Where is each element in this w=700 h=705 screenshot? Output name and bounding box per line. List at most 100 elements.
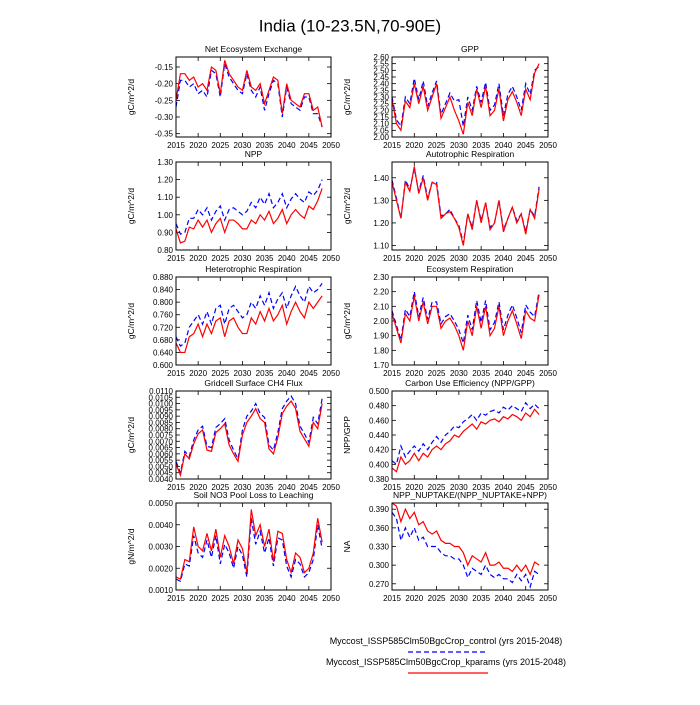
x-tick-label: 2040 <box>278 141 296 150</box>
x-tick-label: 2030 <box>234 594 252 603</box>
x-tick-label: 2030 <box>450 369 468 378</box>
x-tick-label: 2045 <box>517 483 535 492</box>
y-tick-label: 0.440 <box>369 431 390 440</box>
x-tick-label: 2050 <box>322 483 340 492</box>
y-tick-label: 1.70 <box>373 361 389 370</box>
panel-title: Soil NO3 Pool Loss to Leaching <box>193 490 313 500</box>
x-tick-label: 2020 <box>189 594 207 603</box>
x-tick-label: 2035 <box>472 141 490 150</box>
panel-title: Gridcell Surface CH4 Flux <box>204 378 303 388</box>
plot-frame <box>391 502 549 591</box>
y-tick-label: 0.500 <box>369 387 390 396</box>
panel: Autotrophic Respiration gC/m^2/d 1.10 1.20 1… <box>342 149 557 263</box>
panel: NPP gC/m^2/d 0.80 0.90 1.00 1.10 1.20 1.30 2015 2… <box>126 149 340 263</box>
y-tick-label: 0.330 <box>369 543 390 552</box>
panel: Gridcell Surface CH4 FluxgC/m^2/d0.00400… <box>126 378 340 492</box>
y-tick-label: 0.420 <box>369 446 390 455</box>
x-tick-label: 2015 <box>167 369 185 378</box>
x-tick-label: 2020 <box>405 483 423 492</box>
plot-frame <box>391 161 549 251</box>
x-tick-label: 2040 <box>495 141 513 150</box>
x-tick-label: 2030 <box>234 141 252 150</box>
y-tick-label: 0.0085 <box>149 418 174 427</box>
legend-label: Myccost_ISSP585Clm50BgcCrop_kparams (yrs… <box>326 657 566 667</box>
y-tick-label: 0.0075 <box>149 431 174 440</box>
plot-frame <box>175 276 332 366</box>
y-tick-label: 0.480 <box>369 402 390 411</box>
x-tick-label: 2045 <box>300 369 318 378</box>
y-tick-label: 0.0050 <box>149 499 174 508</box>
x-tick-label: 2050 <box>322 141 340 150</box>
x-tick-label: 2045 <box>300 483 318 492</box>
x-tick-label: 2015 <box>383 483 401 492</box>
x-tick-label: 2030 <box>234 369 252 378</box>
series-line <box>392 65 540 128</box>
y-tick-label: -0.30 <box>155 113 174 122</box>
panel: Ecosystem Respiration gC/m^2/d 1.70 1.80 1.9… <box>342 264 557 378</box>
y-tick-label: 1.00 <box>157 211 173 220</box>
x-tick-label: 2015 <box>383 141 401 150</box>
y-tick-label: -0.25 <box>155 96 174 105</box>
plot-frame <box>175 161 332 251</box>
y-tick-label: 2.60 <box>373 53 389 62</box>
x-tick-label: 2020 <box>189 369 207 378</box>
x-tick-label: 2030 <box>234 254 252 263</box>
x-tick-label: 2045 <box>517 141 535 150</box>
x-tick-label: 2020 <box>189 254 207 263</box>
plot-frame <box>391 276 549 366</box>
y-tick-label: 0.680 <box>153 336 174 345</box>
x-tick-label: 2040 <box>495 594 513 603</box>
x-tick-label: 2035 <box>256 254 274 263</box>
y-axis-label: gC/m^2/d <box>342 188 352 224</box>
x-tick-label: 2050 <box>539 594 557 603</box>
x-tick-label: 2020 <box>189 483 207 492</box>
y-tick-label: 0.0055 <box>149 456 174 465</box>
series-line <box>176 63 323 128</box>
x-tick-label: 2050 <box>322 254 340 263</box>
y-tick-label: 0.640 <box>153 348 174 357</box>
y-tick-label: 0.0110 <box>149 387 173 396</box>
series-line <box>176 188 323 244</box>
series-line <box>392 291 540 344</box>
x-tick-label: 2050 <box>322 594 340 603</box>
y-tick-label: -0.35 <box>155 130 174 139</box>
x-tick-label: 2035 <box>256 483 274 492</box>
y-tick-label: 0.0105 <box>149 393 174 402</box>
x-tick-label: 2025 <box>428 483 446 492</box>
y-tick-label: -0.20 <box>155 80 174 89</box>
x-tick-label: 2050 <box>539 141 557 150</box>
y-tick-label: 0.840 <box>153 286 174 295</box>
x-tick-label: 2025 <box>211 254 229 263</box>
x-tick-label: 2015 <box>167 483 185 492</box>
y-tick-label: 0.460 <box>369 416 390 425</box>
x-tick-label: 2035 <box>256 141 274 150</box>
series-line <box>176 179 323 235</box>
x-tick-label: 2020 <box>405 254 423 263</box>
plot-frame <box>175 502 332 591</box>
plot-frame <box>391 390 549 480</box>
x-tick-label: 2040 <box>495 483 513 492</box>
panel: GPPgC/m^2/d2.002.052.102.152.202.252.302… <box>342 44 557 150</box>
y-tick-label: 2.10 <box>373 120 389 129</box>
series-line <box>176 295 323 354</box>
plot-frame <box>175 56 332 138</box>
y-tick-label: 1.90 <box>373 332 389 341</box>
x-tick-label: 2015 <box>383 594 401 603</box>
series-line <box>392 408 540 473</box>
x-tick-label: 2040 <box>278 483 296 492</box>
series-line <box>392 294 540 351</box>
legend-label: Myccost_ISSP585Clm50BgcCrop_control (yrs… <box>330 636 563 646</box>
y-tick-label: 1.30 <box>157 158 173 167</box>
y-tick-label: 2.20 <box>373 106 389 115</box>
panel-title: GPP <box>461 44 479 54</box>
x-tick-label: 2025 <box>211 594 229 603</box>
x-tick-label: 2025 <box>211 141 229 150</box>
x-tick-label: 2015 <box>383 369 401 378</box>
panel: Carbon Use Efficiency (NPP/GPP) NPP/GPP 0.… <box>342 378 557 492</box>
y-tick-label: 1.10 <box>157 193 173 202</box>
y-tick-label: 2.10 <box>373 302 389 311</box>
y-tick-label: 0.0050 <box>149 462 174 471</box>
x-tick-label: 2030 <box>450 254 468 263</box>
panel: NPP_NUPTAKE/(NPP_NUPTAKE+NPP) NA 0.270 0.30… <box>342 490 557 603</box>
